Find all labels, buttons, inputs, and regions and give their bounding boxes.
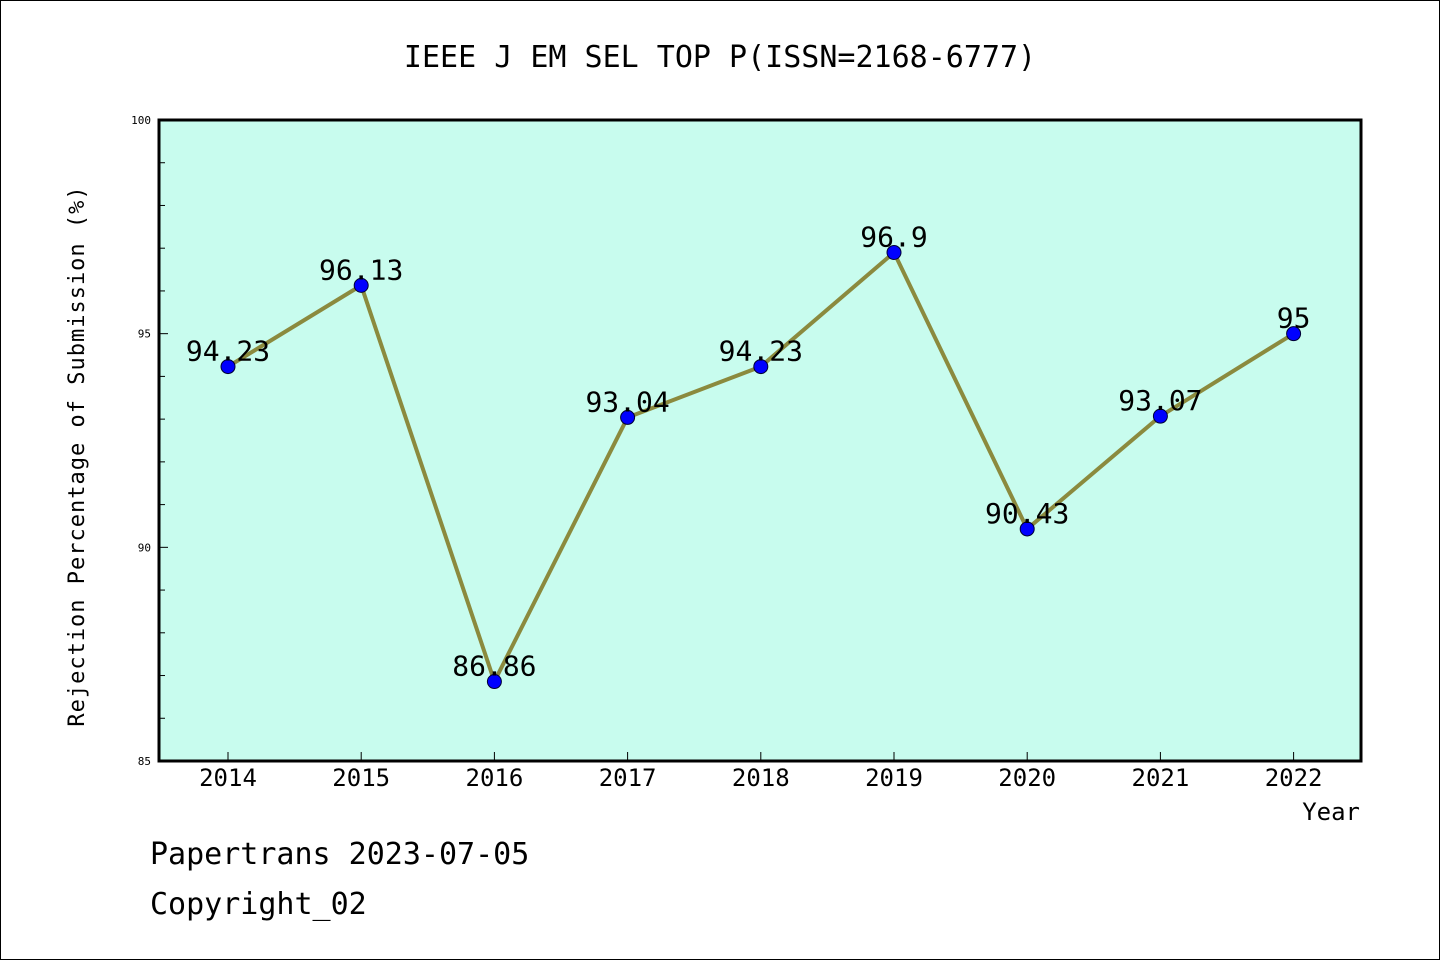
- data-label: 96.13: [319, 253, 403, 286]
- data-point: [1286, 326, 1302, 342]
- data-point: [1019, 521, 1035, 537]
- footer-date: Papertrans 2023-07-05: [150, 837, 529, 872]
- chart-title: IEEE J EM SEL TOP P(ISSN=2168-6777): [404, 40, 1036, 75]
- x-tick-label: 2016: [466, 764, 524, 792]
- x-tick-label: 2017: [599, 764, 657, 792]
- data-point: [753, 359, 769, 375]
- data-point: [220, 359, 236, 375]
- data-label: 93.04: [585, 385, 669, 418]
- y-axis-label: Rejection Percentage of Submission (%): [65, 185, 90, 726]
- plot-area: [157, 118, 1363, 763]
- data-label: 94.23: [186, 335, 270, 368]
- data-label: 93.07: [1118, 384, 1202, 417]
- y-tick-label: 95: [138, 328, 151, 341]
- x-axis-ticks: 2014 2015 2016 2017 2018 2019 2020 2021 2022: [199, 752, 1322, 792]
- data-label: 90.43: [985, 497, 1069, 530]
- data-labels: 94.23 96.13 86.86 93.04 94.23 96.9 90.43 93.07 9…: [186, 220, 1311, 682]
- data-label: 86.86: [452, 650, 536, 683]
- y-tick-label: 90: [138, 541, 151, 554]
- y-tick-label: 85: [138, 755, 151, 768]
- data-label: 96.9: [860, 220, 927, 253]
- data-point: [620, 409, 636, 425]
- footer-copyright: Copyright_02: [150, 887, 367, 922]
- y-tick-label: 100: [131, 114, 151, 127]
- x-tick-label: 2020: [998, 764, 1056, 792]
- x-tick-label: 2018: [732, 764, 790, 792]
- x-axis-label: Year: [1302, 798, 1360, 826]
- data-point: [353, 277, 369, 293]
- y-axis-ticks: 85 90 95 100: [131, 114, 168, 768]
- x-tick-label: 2019: [865, 764, 923, 792]
- x-tick-label: 2022: [1265, 764, 1323, 792]
- data-label: 95: [1277, 302, 1311, 335]
- x-tick-label: 2015: [332, 764, 390, 792]
- data-point: [1152, 408, 1168, 424]
- x-tick-label: 2014: [199, 764, 257, 792]
- data-point: [486, 674, 502, 690]
- x-tick-label: 2021: [1132, 764, 1190, 792]
- data-point: [886, 244, 902, 260]
- data-label: 94.23: [719, 335, 803, 368]
- series-markers: [220, 244, 1302, 690]
